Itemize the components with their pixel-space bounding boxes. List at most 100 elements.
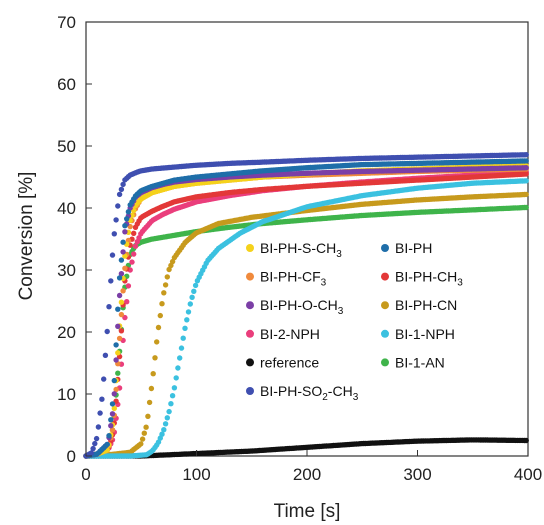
data-point (122, 265, 128, 271)
data-point (116, 335, 123, 342)
x-tick-label: 0 (81, 465, 90, 484)
data-point (95, 424, 102, 430)
data-point (113, 357, 119, 363)
data-point (116, 292, 123, 299)
data-point (97, 410, 103, 416)
data-point (155, 324, 162, 331)
data-point (143, 424, 149, 430)
data-point (118, 299, 125, 305)
legend-item: BI-PH-O-CH3 (246, 297, 344, 317)
data-point (104, 441, 110, 448)
data-point (106, 433, 112, 439)
data-point (168, 401, 174, 407)
data-point (523, 178, 529, 184)
data-point (523, 152, 529, 158)
data-point (115, 306, 121, 312)
data-point (159, 301, 165, 307)
data-point (171, 385, 178, 391)
data-point (131, 251, 137, 257)
data-point (180, 335, 186, 341)
data-point (109, 411, 116, 417)
data-point (102, 352, 109, 358)
x-tick-label: 100 (182, 465, 210, 484)
data-point (523, 165, 529, 171)
data-point (90, 445, 96, 452)
legend-item: BI-2-NPH (246, 326, 320, 342)
y-tick-label: 70 (57, 13, 76, 32)
x-axis-title: Time [s] (274, 501, 341, 522)
data-point (109, 427, 116, 433)
data-point (122, 229, 128, 235)
data-point (108, 278, 114, 284)
data-point (125, 209, 132, 215)
data-point (118, 186, 125, 193)
data-point (113, 342, 119, 348)
y-tick-label: 60 (57, 75, 76, 94)
data-point (177, 355, 183, 361)
series-bi-1-nph (83, 178, 529, 459)
data-point (178, 345, 185, 351)
legend-label: BI-PH (395, 240, 432, 256)
data-point (138, 441, 144, 447)
legend-marker (381, 244, 389, 252)
data-point (162, 282, 169, 288)
data-point (124, 299, 130, 305)
data-point (154, 339, 160, 345)
data-point (118, 257, 125, 263)
y-tick-label: 10 (57, 385, 76, 404)
series-bi-ph-cn (83, 191, 529, 459)
legend-marker (381, 301, 389, 310)
data-point (189, 294, 195, 300)
y-axis-title: Conversion [%] (16, 172, 37, 301)
data-point (161, 427, 167, 433)
data-point (148, 385, 155, 392)
data-point (108, 417, 114, 423)
data-point (122, 223, 128, 229)
legend-marker (381, 272, 389, 281)
legend-marker (246, 329, 254, 338)
data-point (132, 243, 139, 249)
data-point (118, 311, 125, 318)
data-point (99, 396, 105, 402)
data-point (129, 259, 135, 265)
data-point (111, 391, 118, 397)
data-point (164, 415, 170, 421)
series-bi-ph-so2-ch3 (83, 152, 529, 459)
data-point (111, 377, 118, 384)
data-point (173, 375, 179, 381)
data-point (175, 365, 181, 371)
data-point (125, 283, 132, 289)
data-point (113, 386, 119, 393)
y-tick-label: 40 (57, 199, 76, 218)
data-point (139, 436, 146, 442)
x-tick-label: 200 (293, 465, 321, 484)
data-point (104, 328, 110, 335)
data-point (115, 203, 121, 209)
legend-label: BI-PH-CF3 (260, 269, 327, 289)
data-point (146, 399, 153, 406)
data-point (111, 231, 118, 237)
data-point (141, 430, 147, 436)
data-point (115, 323, 121, 329)
legend-label: BI-2-NPH (260, 326, 320, 342)
data-markers (83, 152, 529, 459)
data-point (152, 355, 158, 361)
data-point (162, 421, 169, 427)
data-point (101, 376, 107, 382)
y-tick-label: 20 (57, 323, 76, 342)
y-tick-label: 30 (57, 261, 76, 280)
legend: BI-PH-S-CH3 BI-PH BI-PH-CF3 BI-PH-CH3 BI-PH-… (246, 240, 463, 403)
legend-item: BI-PH-SO2-CH3 (246, 383, 359, 403)
data-point (157, 312, 163, 319)
data-point (115, 370, 121, 376)
legend-label: BI-PH-O-CH3 (260, 297, 344, 317)
data-point (93, 435, 100, 442)
legend-label: BI-PH-SO2-CH3 (260, 383, 359, 403)
legend-marker (246, 358, 254, 367)
legend-label: BI-PH-CH3 (395, 269, 463, 289)
data-point (120, 239, 126, 245)
data-point (118, 328, 125, 334)
data-point (523, 191, 529, 198)
data-point (523, 171, 529, 177)
